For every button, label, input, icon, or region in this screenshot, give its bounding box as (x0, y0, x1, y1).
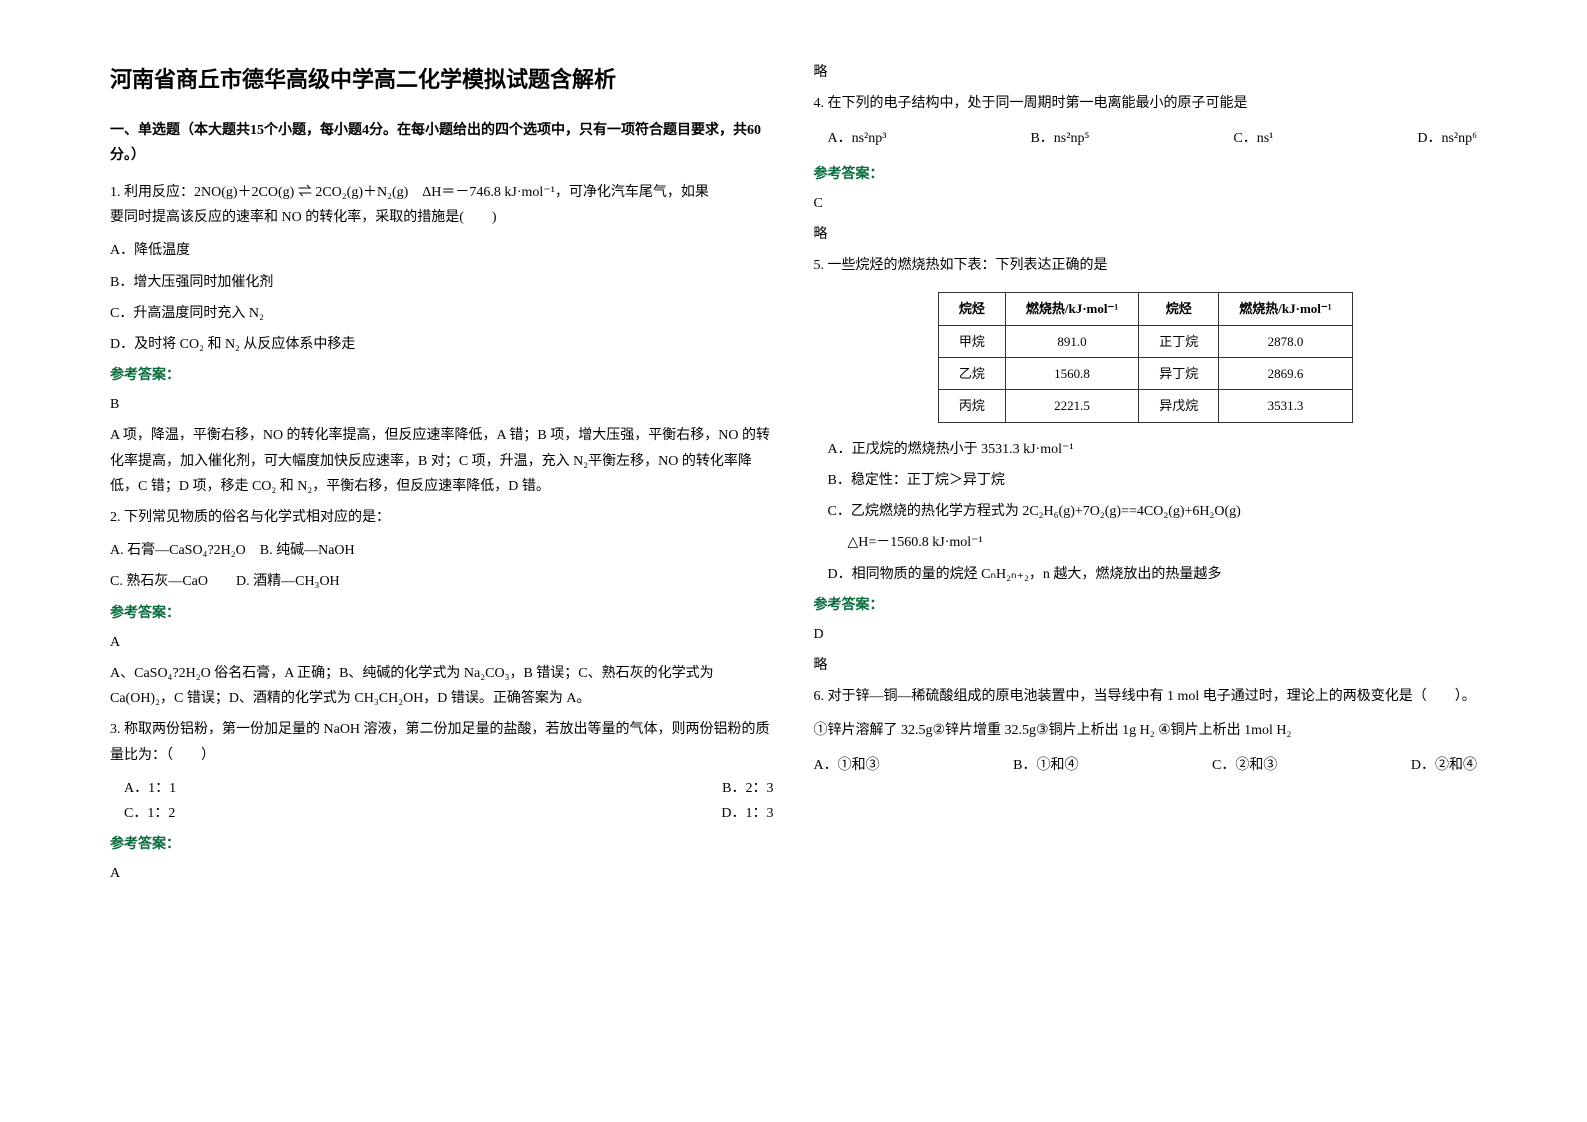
q5-opt-c2: △H=－1560.8 kJ·mol⁻¹ (814, 530, 1478, 555)
q1-answer-label: 参考答案： (110, 363, 774, 388)
r2c1: 乙烷 (938, 358, 1005, 390)
q3-row2: C．1：2 D．1：3 (110, 801, 774, 826)
q2-opts-ab: A. 石膏—CaSO₄?2H₂O B. 纯碱—NaOH (110, 538, 774, 563)
q1-opt-c: C．升高温度同时充入 N₂ (110, 301, 774, 326)
r2c4: 2869.6 (1219, 358, 1352, 390)
q1-opt-d: D．及时将 CO₂ 和 N₂ 从反应体系中移走 (110, 332, 774, 357)
q3-answer-label: 参考答案： (110, 832, 774, 857)
arrow-icon: ⇌ (298, 185, 312, 200)
q2-stem: 2. 下列常见物质的俗名与化学式相对应的是： (110, 505, 774, 530)
section-1-header: 一、单选题（本大题共15个小题，每小题4分。在每小题给出的四个选项中，只有一项符… (110, 118, 774, 168)
th4: 燃烧热/kJ·mol⁻¹ (1219, 293, 1352, 325)
q6-stem2: ①锌片溶解了 32.5g②锌片增重 32.5g③铜片上析出 1g H₂ ④铜片上… (814, 718, 1478, 743)
q5-answer-label: 参考答案： (814, 593, 1478, 618)
q4-explanation: 略 (814, 222, 1478, 247)
q2-answer-label: 参考答案： (110, 601, 774, 626)
th1: 烷烃 (938, 293, 1005, 325)
r3c1: 丙烷 (938, 390, 1005, 422)
q5-stem: 5. 一些烷烃的燃烧热如下表：下列表达正确的是 (814, 253, 1478, 278)
r3c2: 2221.5 (1005, 390, 1138, 422)
q3-opt-a: A．1：1 (110, 776, 176, 801)
q6-opt-d: D．②和④ (1411, 753, 1477, 778)
q5-table: 烷烃 燃烧热/kJ·mol⁻¹ 烷烃 燃烧热/kJ·mol⁻¹ 甲烷 891.0… (938, 292, 1353, 423)
r2c2: 1560.8 (1005, 358, 1138, 390)
q1-stem-b: 2CO₂(g)＋N₂(g) ΔH＝－746.8 kJ·mol⁻¹，可净化汽车尾气… (315, 185, 709, 200)
th2: 燃烧热/kJ·mol⁻¹ (1005, 293, 1138, 325)
q3-answer: A (110, 861, 774, 886)
q6-opt-a: A．①和③ (814, 753, 880, 778)
q5-opt-d: D．相同物质的量的烷烃 CₙH₂ₙ₊₂，n 越大，燃烧放出的热量越多 (814, 562, 1478, 587)
q1-answer: B (110, 392, 774, 417)
page-title: 河南省商丘市德华高级中学高二化学模拟试题含解析 (110, 60, 774, 100)
q4-stem: 4. 在下列的电子结构中，处于同一周期时第一电离能最小的原子可能是 (814, 91, 1478, 116)
q4-opt-c: C．ns¹ (1233, 126, 1273, 151)
q6-opt-b: B．①和④ (1013, 753, 1078, 778)
q1-opt-a: A．降低温度 (110, 238, 774, 263)
q4-answer: C (814, 191, 1478, 216)
q4-opt-d: D．ns²np⁶ (1417, 126, 1477, 151)
q5-opt-c1: C．乙烷燃烧的热化学方程式为 2C₂H₆(g)+7O₂(g)==4CO₂(g)+… (814, 499, 1478, 524)
th3: 烷烃 (1139, 293, 1219, 325)
q6-opt-c: C．②和③ (1212, 753, 1277, 778)
q4-opt-b: B．ns²np⁵ (1030, 126, 1089, 151)
r2c3: 异丁烷 (1139, 358, 1219, 390)
right-column: 略 4. 在下列的电子结构中，处于同一周期时第一电离能最小的原子可能是 A．ns… (794, 60, 1498, 1082)
q5-opt-b: B．稳定性：正丁烷＞异丁烷 (814, 468, 1478, 493)
q2-answer: A (110, 630, 774, 655)
r1c3: 正丁烷 (1139, 325, 1219, 357)
q3-opt-b: B．2：3 (722, 776, 773, 801)
q1: 1. 利用反应：2NO(g)＋2CO(g) ⇌ 2CO₂(g)＋N₂(g) ΔH… (110, 180, 774, 230)
q5-opt-a: A．正戊烷的燃烧热小于 3531.3 kJ·mol⁻¹ (814, 437, 1478, 462)
q6-options: A．①和③ B．①和④ C．②和③ D．②和④ (814, 753, 1478, 778)
q6-stem1: 6. 对于锌—铜—稀硫酸组成的原电池装置中，当导线中有 1 mol 电子通过时，… (814, 684, 1478, 709)
q4-opt-a: A．ns²np³ (828, 126, 887, 151)
r3c3: 异戊烷 (1139, 390, 1219, 422)
r3c4: 3531.3 (1219, 390, 1352, 422)
r1c1: 甲烷 (938, 325, 1005, 357)
q3-opt-d: D．1：3 (721, 801, 773, 826)
q2-explanation: A、CaSO₄?2H₂O 俗名石膏，A 正确；B、纯碱的化学式为 Na₂CO₃，… (110, 661, 774, 711)
q4-options: A．ns²np³ B．ns²np⁵ C．ns¹ D．ns²np⁶ (814, 126, 1478, 151)
q4-answer-label: 参考答案： (814, 162, 1478, 187)
q5-answer: D (814, 622, 1478, 647)
q3-stem: 3. 称取两份铝粉，第一份加足量的 NaOH 溶液，第二份加足量的盐酸，若放出等… (110, 717, 774, 767)
left-column: 河南省商丘市德华高级中学高二化学模拟试题含解析 一、单选题（本大题共15个小题，… (90, 60, 794, 1082)
q5-explanation: 略 (814, 653, 1478, 678)
r1c2: 891.0 (1005, 325, 1138, 357)
q1-explanation: A 项，降温，平衡右移，NO 的转化率提高，但反应速率降低，A 错；B 项，增大… (110, 423, 774, 499)
r1c4: 2878.0 (1219, 325, 1352, 357)
col2-top: 略 (814, 60, 1478, 85)
q1-opt-b: B．增大压强同时加催化剂 (110, 270, 774, 295)
q2-opts-cd: C. 熟石灰—CaO D. 酒精—CH₃OH (110, 569, 774, 594)
q3-opt-c: C．1：2 (110, 801, 175, 826)
q1-stem-c: 要同时提高该反应的速率和 NO 的转化率，采取的措施是( ) (110, 205, 774, 230)
q3-row1: A．1：1 B．2：3 (110, 776, 774, 801)
q1-stem-a: 1. 利用反应：2NO(g)＋2CO(g) (110, 185, 294, 200)
